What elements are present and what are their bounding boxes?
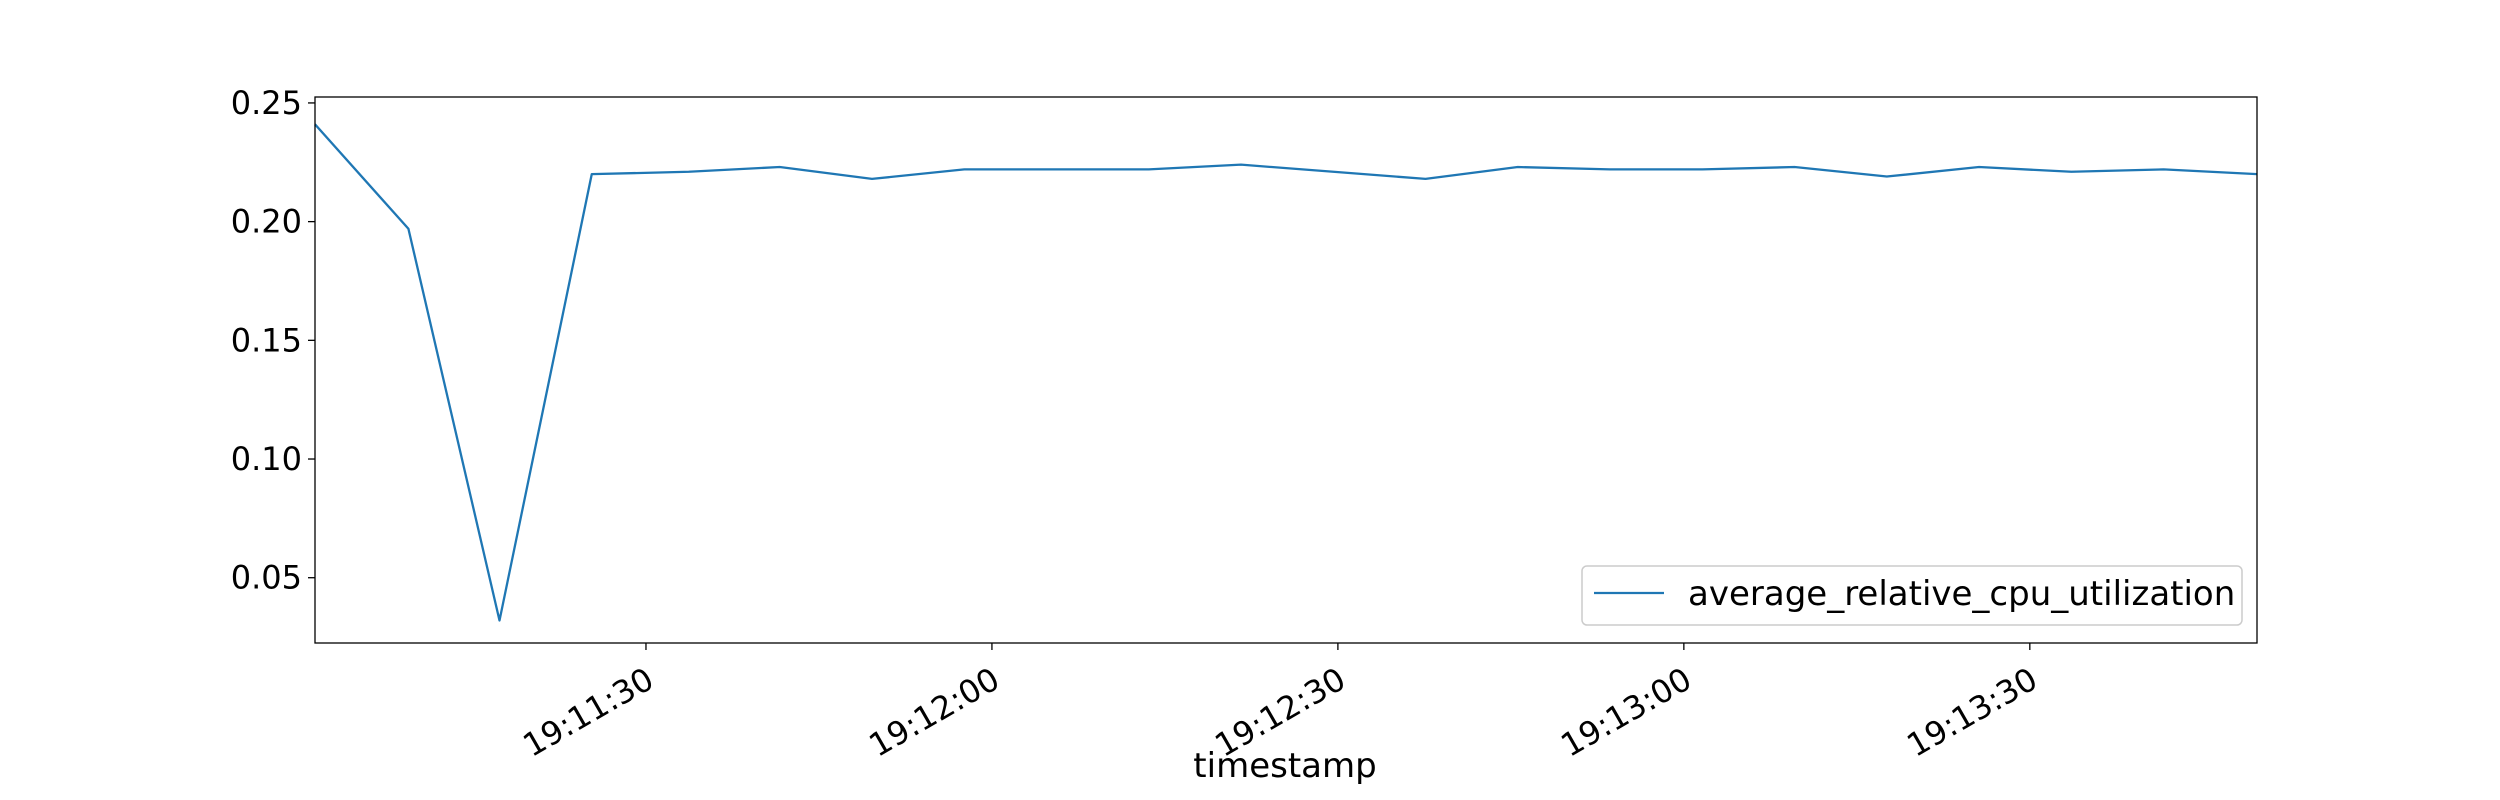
y-tick-label: 0.25 <box>231 84 302 122</box>
legend-label: average_relative_cpu_utilization <box>1688 574 2235 614</box>
x-tick-label: 19:12:00 <box>862 660 1005 765</box>
plot-frame <box>314 96 2258 644</box>
y-tick-label: 0.20 <box>231 203 302 241</box>
plot-area <box>315 97 2257 643</box>
series-layer <box>314 123 2258 622</box>
x-tick-label: 19:13:30 <box>1900 660 2043 765</box>
y-tick-label: 0.10 <box>231 440 302 478</box>
legend: average_relative_cpu_utilization <box>1581 565 2243 626</box>
x-tick-label: 19:11:30 <box>517 660 660 765</box>
y-tick-label: 0.15 <box>231 321 302 359</box>
x-axis-label: timestamp <box>1193 746 1376 786</box>
y-axis: 0.05 0.10 0.15 0.20 0.25 <box>231 84 315 597</box>
x-tick-label: 19:13:00 <box>1554 660 1697 765</box>
legend-box <box>1581 565 2243 626</box>
y-tick-label: 0.05 <box>231 559 302 597</box>
series-line-0 <box>314 123 2258 622</box>
